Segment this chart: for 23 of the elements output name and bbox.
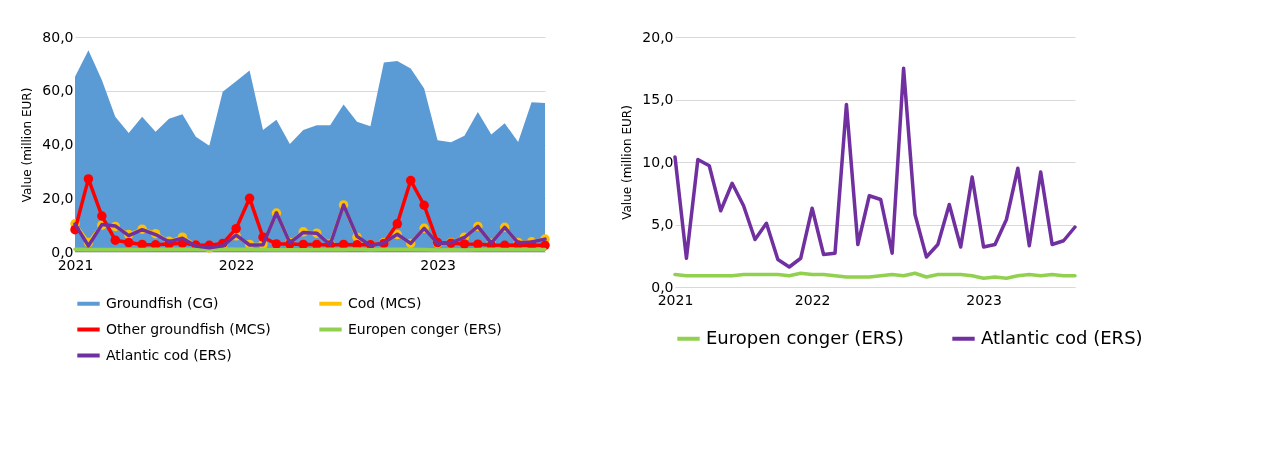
legend-label: Europen conger (ERS): [706, 326, 904, 348]
y-tick-label: 0,0: [51, 243, 74, 260]
legend-label: Atlantic cod (ERS): [106, 346, 232, 363]
y-tick-label: 40,0: [42, 136, 74, 152]
legend-label: Atlantic cod (ERS): [981, 326, 1143, 348]
y-axis-title: Value (million EUR): [20, 87, 35, 203]
legend-label: Europen conger (ERS): [348, 320, 502, 337]
x-tick-label: 2022: [218, 256, 255, 273]
y-tick-label: 15,0: [642, 91, 674, 107]
x-tick-label: 2023: [420, 256, 456, 273]
y-tick-label: 60,0: [42, 82, 74, 99]
legend-label: Groundfish (CG): [106, 294, 219, 311]
y-tick-label: 10,0: [642, 153, 674, 170]
legend-label: Other groundfish (MCS): [106, 320, 271, 337]
legend-label: Cod (MCS): [348, 294, 422, 311]
y-tick-label: 80,0: [42, 28, 74, 45]
x-tick-label: 2023: [966, 291, 1002, 308]
y-tick-label: 5,0: [651, 216, 674, 232]
y-tick-label: 20,0: [642, 28, 674, 45]
x-tick-label: 2022: [794, 291, 831, 308]
y-tick-label: 0,0: [651, 278, 674, 295]
y-tick-label: 20,0: [42, 189, 74, 206]
y-axis-title: Value (million EUR): [620, 105, 635, 220]
